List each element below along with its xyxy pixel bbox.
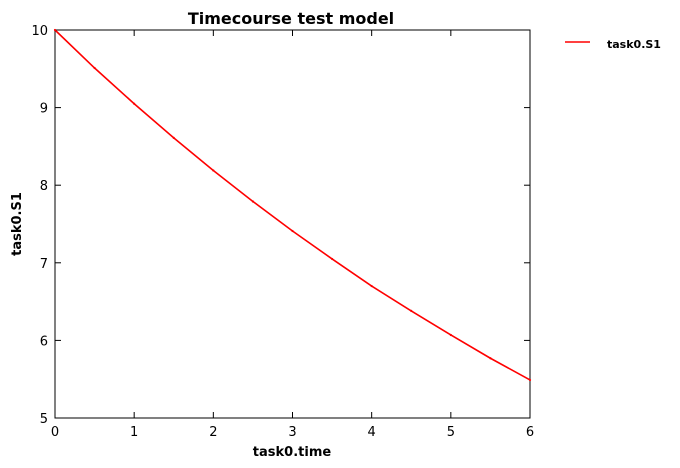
plot-frame <box>54 29 531 419</box>
data-point <box>370 284 373 288</box>
data-point <box>449 333 452 337</box>
y-tick-label: 10 <box>31 24 48 39</box>
y-tick-label: 6 <box>40 334 48 349</box>
y-axis-ticks: 5 6 7 8 9 10 <box>31 24 530 427</box>
data-point <box>489 357 492 360</box>
data-point <box>172 136 175 139</box>
legend-label-task0-s1: task0.S1 <box>607 38 661 51</box>
x-tick-label: 5 <box>447 425 455 440</box>
chart-title: Timecourse test model <box>188 9 394 28</box>
x-axis-ticks: 0 1 2 3 4 5 6 <box>51 30 534 440</box>
x-tick-label: 3 <box>288 425 296 440</box>
data-point <box>410 309 413 313</box>
y-tick-label: 9 <box>40 102 48 117</box>
x-axis-label: task0.time <box>253 445 332 460</box>
series-line-task0-s1 <box>54 29 531 381</box>
legend: task0.S1 <box>565 38 661 51</box>
data-point <box>93 66 96 70</box>
data-point <box>330 257 334 261</box>
data-point <box>528 378 532 382</box>
series-group <box>53 28 532 382</box>
y-axis-label: task0.S1 <box>10 192 25 256</box>
data-point <box>53 28 57 32</box>
x-tick-label: 1 <box>130 425 138 440</box>
data-point <box>212 169 215 172</box>
data-point <box>251 200 255 203</box>
y-tick-label: 7 <box>40 257 48 272</box>
x-tick-label: 0 <box>51 425 59 440</box>
y-tick-label: 8 <box>40 179 48 194</box>
data-point <box>291 229 294 233</box>
y-tick-label: 5 <box>40 412 48 427</box>
data-point <box>133 102 136 105</box>
x-tick-label: 2 <box>209 425 217 440</box>
x-tick-label: 4 <box>368 425 376 440</box>
x-tick-label: 6 <box>526 425 534 440</box>
